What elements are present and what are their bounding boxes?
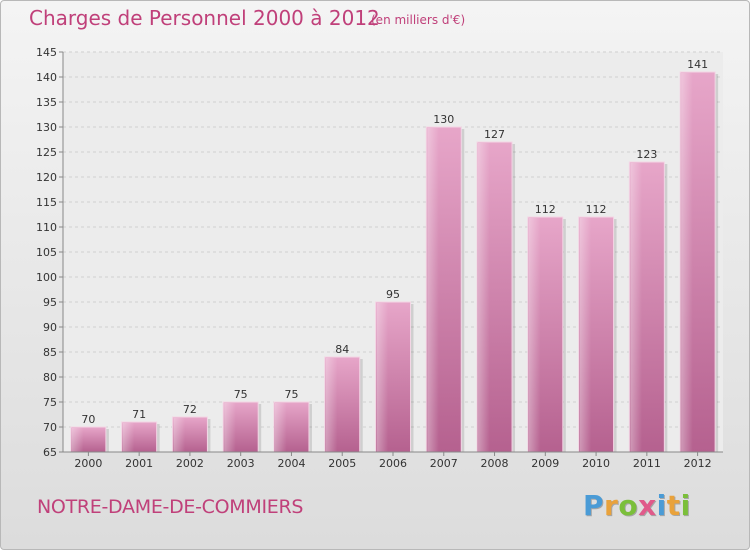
x-tick-label: 2006 — [379, 457, 407, 470]
y-tick-label: 110 — [36, 221, 57, 234]
y-tick-label: 70 — [43, 421, 57, 434]
logo-letter: x — [638, 489, 657, 522]
bar-value-label: 130 — [433, 113, 454, 126]
x-tick-label: 2005 — [328, 457, 356, 470]
logo-letter: i — [680, 489, 691, 522]
y-tick-label: 115 — [36, 196, 57, 209]
y-tick-label: 65 — [43, 446, 57, 459]
logo-letter: P — [583, 489, 605, 522]
bar-value-label: 112 — [535, 203, 556, 216]
y-tick-label: 120 — [36, 171, 57, 184]
bar-value-label: 71 — [132, 408, 146, 421]
bar-highlight — [224, 403, 236, 452]
logo-letter: o — [618, 489, 639, 522]
y-tick-label: 100 — [36, 271, 57, 284]
y-tick-label: 85 — [43, 346, 57, 359]
y-tick-label: 90 — [43, 321, 57, 334]
y-tick-label: 125 — [36, 146, 57, 159]
bar-highlight — [681, 73, 693, 452]
y-tick-label: 95 — [43, 296, 57, 309]
bar-value-label: 70 — [81, 413, 95, 426]
x-tick-label: 2012 — [684, 457, 712, 470]
bar-highlight — [71, 428, 84, 452]
bar-highlight — [376, 303, 389, 452]
bar-value-label: 72 — [183, 403, 197, 416]
bar-value-label: 127 — [484, 128, 505, 141]
bar-value-label: 141 — [687, 58, 708, 71]
x-tick-label: 2007 — [430, 457, 458, 470]
bar-value-label: 75 — [234, 388, 248, 401]
chart-subtitle: (en milliers d'€) — [371, 13, 466, 27]
x-tick-label: 2002 — [176, 457, 204, 470]
x-tick-label: 2011 — [633, 457, 661, 470]
y-tick-label: 80 — [43, 371, 57, 384]
bar-value-label: 123 — [636, 148, 657, 161]
bar-highlight — [122, 423, 135, 452]
bar-value-label: 112 — [586, 203, 607, 216]
logo-letter: r — [604, 489, 619, 522]
bar-highlight — [325, 358, 338, 452]
bar-highlight — [427, 128, 439, 452]
logo-letter: i — [656, 489, 667, 522]
y-tick-label: 130 — [36, 121, 57, 134]
x-tick-label: 2010 — [582, 457, 610, 470]
y-tick-label: 135 — [36, 96, 57, 109]
x-tick-label: 2000 — [74, 457, 102, 470]
bar-value-label: 75 — [284, 388, 298, 401]
y-tick-label: 105 — [36, 246, 57, 259]
x-tick-label: 2004 — [277, 457, 305, 470]
proxiti-logo: Proxiti — [583, 489, 691, 522]
x-tick-label: 2001 — [125, 457, 153, 470]
bar-highlight — [630, 163, 643, 452]
x-tick-label: 2008 — [481, 457, 509, 470]
bar-highlight — [274, 403, 287, 452]
bar-value-label: 84 — [335, 343, 349, 356]
chart-title: Charges de Personnel 2000 à 2012 — [29, 6, 380, 30]
bar-highlight — [173, 418, 186, 452]
y-tick-label: 145 — [36, 46, 57, 59]
bar-highlight — [528, 218, 541, 452]
y-tick-label: 140 — [36, 71, 57, 84]
y-tick-label: 75 — [43, 396, 57, 409]
bar-highlight — [579, 218, 592, 452]
bar-value-label: 95 — [386, 288, 400, 301]
x-tick-label: 2003 — [227, 457, 255, 470]
commune-name: NOTRE-DAME-DE-COMMIERS — [37, 496, 304, 518]
logo-letter: t — [666, 489, 681, 522]
bar-highlight — [478, 143, 490, 452]
x-tick-label: 2009 — [531, 457, 559, 470]
